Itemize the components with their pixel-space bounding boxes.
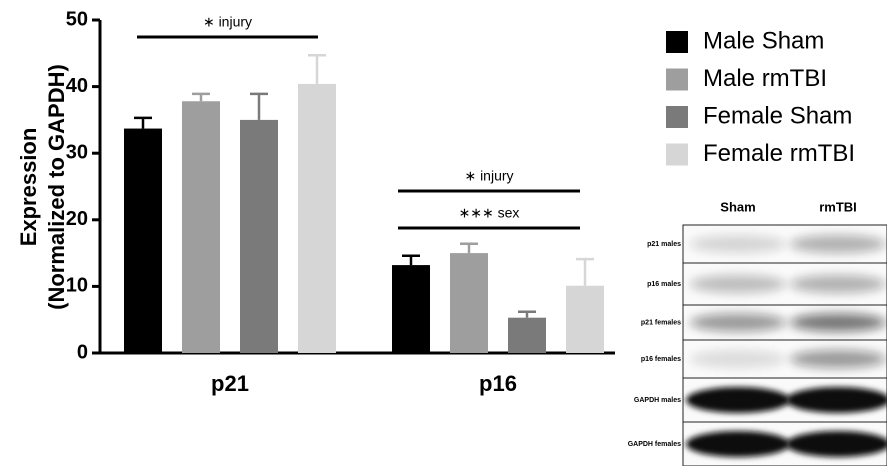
y-tick-label: 50 [66, 8, 88, 30]
bar [298, 84, 336, 353]
blot-band [790, 275, 886, 293]
legend-swatch [666, 144, 688, 166]
y-tick-label: 10 [66, 275, 88, 297]
blot-row-label: p21 females [641, 319, 681, 326]
blot-column-label: rmTBI [819, 199, 857, 214]
blot-band [790, 235, 886, 253]
blot-row-label: p16 males [647, 281, 681, 288]
bar [392, 265, 430, 353]
blot-band [690, 314, 786, 332]
blot-band [786, 431, 887, 457]
legend-label: Female rmTBI [703, 140, 855, 167]
x-tick-label: p21 [211, 371, 249, 396]
blot-row-label: p21 males [647, 241, 681, 248]
blot-row-label: GAPDH males [634, 397, 681, 404]
bar [450, 253, 488, 353]
x-tick-label: p16 [479, 371, 517, 396]
bar [566, 286, 604, 353]
significance-label: ∗ injury [464, 168, 513, 184]
blot-band [686, 431, 790, 457]
blot-band [790, 350, 886, 368]
blot-row-label: p16 females [641, 356, 681, 363]
y-tick-label: 40 [66, 75, 88, 97]
bar [124, 129, 162, 353]
legend-swatch [666, 31, 688, 53]
y-tick-label: 20 [66, 208, 88, 230]
bar [182, 101, 220, 353]
blot-band [790, 314, 886, 332]
legend-label: Female Sham [703, 102, 852, 129]
significance-label: ∗ injury [203, 14, 252, 30]
legend-label: Male rmTBI [703, 65, 827, 92]
y-tick-label: 30 [66, 141, 88, 163]
bar [508, 318, 546, 353]
blot-panel [683, 225, 887, 466]
blot-band [686, 387, 790, 413]
bar [240, 120, 278, 353]
blot-row-label: GAPDH females [628, 441, 681, 448]
blot-band [690, 235, 786, 253]
blot-band [690, 350, 786, 368]
blot-band [786, 387, 887, 413]
legend-swatch [666, 69, 688, 91]
y-axis-label: (Normalized to GAPDH) [44, 64, 69, 310]
y-tick-label: 0 [77, 341, 88, 363]
blot-column-label: Sham [720, 199, 755, 214]
legend-swatch [666, 106, 688, 128]
chart: Expression (Normalized to GAPDH) 0 10 20 30… [0, 0, 887, 466]
significance-label: ∗∗∗ sex [459, 205, 520, 221]
y-axis-label: Expression [16, 128, 41, 247]
blot-band [690, 275, 786, 293]
legend-label: Male Sham [703, 27, 824, 54]
